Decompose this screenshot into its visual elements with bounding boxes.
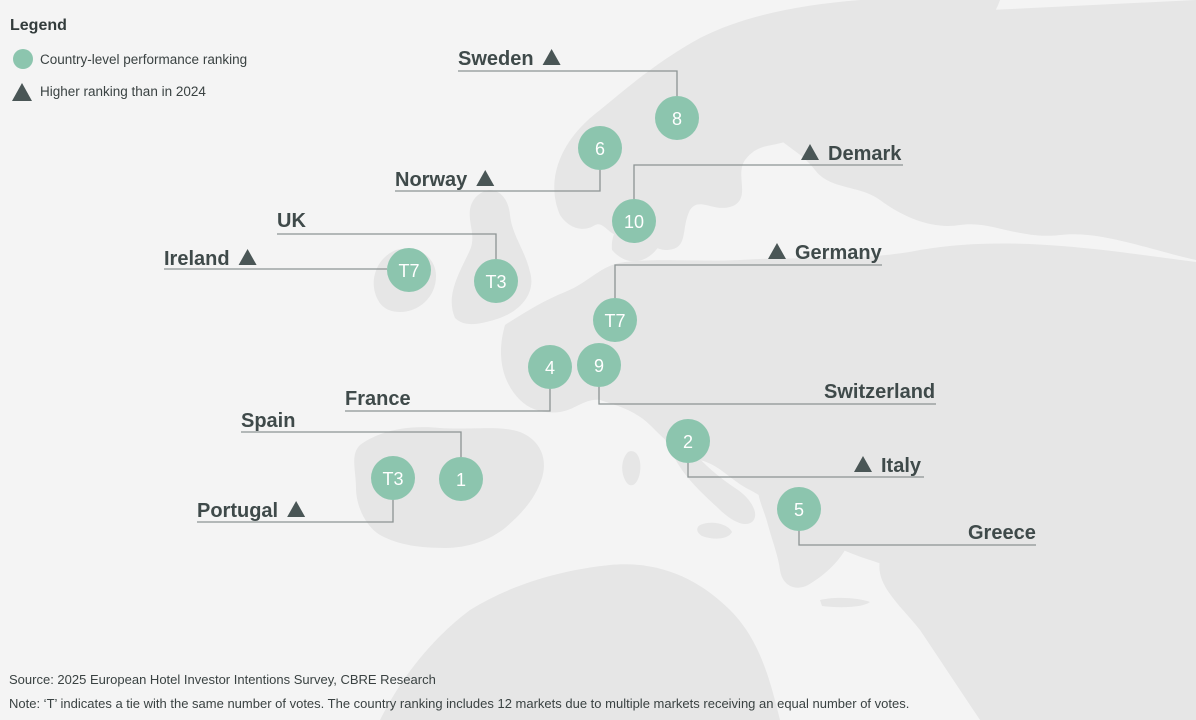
switzerland-rank-marker	[577, 343, 621, 387]
italy-leader-line	[687, 463, 924, 478]
ireland-rank-marker	[387, 248, 431, 292]
greece-label: Greece	[968, 522, 1036, 544]
denmark-higher-ranking-icon	[801, 144, 819, 160]
market-markers: Sweden Norway Demark UK Ireland Germany France…	[164, 48, 1036, 546]
legend-item-ranking: Country-level performance ranking	[40, 52, 247, 67]
sweden-leader-line	[458, 70, 678, 96]
denmark-rank-value: 10	[624, 212, 644, 232]
ireland-rank-value: T7	[398, 261, 419, 281]
italy-rank-value: 2	[683, 432, 693, 452]
switzerland-leader-line	[598, 387, 936, 405]
legend: Legend Country-level performance ranking…	[10, 17, 247, 101]
source-note: Source: 2025 European Hotel Investor Int…	[9, 672, 436, 687]
land-continent	[500, 243, 1196, 640]
switzerland-label: Switzerland	[824, 381, 935, 403]
denmark-rank-marker	[612, 199, 656, 243]
portugal-label: Portugal	[197, 500, 278, 522]
land-great-britain	[451, 190, 532, 325]
spain-rank-value: 1	[456, 470, 466, 490]
italy-label: Italy	[881, 455, 922, 477]
uk-label: UK	[277, 210, 306, 232]
denmark-label: Demark	[828, 143, 902, 165]
spain-leader-line	[241, 431, 462, 457]
switzerland-rank-value: 9	[594, 356, 604, 376]
denmark-leader-line	[633, 164, 903, 199]
france-rank-value: 4	[545, 358, 555, 378]
land-sicily	[697, 522, 732, 539]
spain-rank-marker	[439, 457, 483, 501]
legend-item-higher: Higher ranking than in 2024	[40, 84, 206, 99]
ireland-higher-ranking-icon	[238, 249, 257, 265]
uk-leader-line	[277, 233, 497, 259]
land-sardinia	[622, 451, 641, 486]
land-crete	[820, 597, 870, 608]
sweden-higher-ranking-icon	[542, 49, 561, 65]
portugal-rank-marker	[371, 456, 415, 500]
germany-label: Germany	[795, 242, 883, 264]
portugal-rank-value: T3	[382, 469, 403, 489]
italy-higher-ranking-icon	[854, 456, 872, 472]
greece-rank-marker	[777, 487, 821, 531]
land-anatolia	[879, 552, 1196, 720]
sweden-rank-value: 8	[672, 109, 682, 129]
norway-label: Norway	[395, 169, 468, 191]
germany-rank-value: T7	[604, 311, 625, 331]
portugal-higher-ranking-icon	[287, 501, 306, 517]
sweden-rank-marker	[655, 96, 699, 140]
legend-title: Legend	[10, 17, 67, 34]
tie-note: Note: ‘T’ indicates a tie with the same …	[9, 696, 910, 711]
norway-leader-line	[395, 170, 601, 192]
uk-rank-marker	[474, 259, 518, 303]
norway-higher-ranking-icon	[476, 170, 495, 186]
france-leader-line	[345, 389, 551, 412]
germany-rank-marker	[593, 298, 637, 342]
spain-label: Spain	[241, 410, 295, 432]
germany-leader-line	[614, 264, 882, 298]
france-rank-marker	[528, 345, 572, 389]
italy-rank-marker	[666, 419, 710, 463]
ireland-label: Ireland	[164, 248, 230, 270]
norway-rank-value: 6	[595, 139, 605, 159]
land-north-africa	[380, 564, 780, 720]
greece-rank-value: 5	[794, 500, 804, 520]
land-finland	[760, 0, 1196, 260]
germany-higher-ranking-icon	[768, 243, 786, 259]
legend-triangle-icon	[12, 83, 32, 101]
legend-circle-icon	[13, 49, 33, 69]
sweden-label: Sweden	[458, 48, 534, 70]
europe-basemap	[354, 0, 1196, 720]
greece-leader-line	[798, 531, 1036, 546]
norway-rank-marker	[578, 126, 622, 170]
portugal-leader-line	[197, 500, 394, 523]
uk-rank-value: T3	[485, 272, 506, 292]
france-label: France	[345, 388, 411, 410]
